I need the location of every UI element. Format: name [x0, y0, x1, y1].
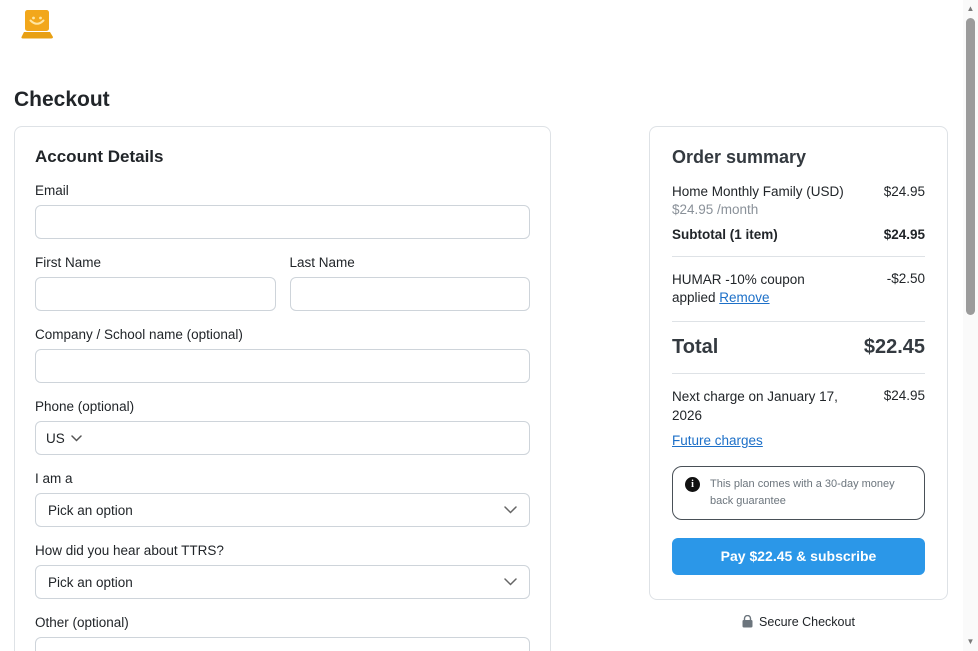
scrollbar[interactable]: ▲ ▼ [963, 0, 978, 651]
total-label: Total [672, 336, 719, 359]
scroll-up-arrow-icon[interactable]: ▲ [966, 4, 975, 13]
hear-about-field-group: How did you hear about TTRS? Pick an opt… [35, 543, 530, 599]
coupon-remove-link[interactable]: Remove [719, 290, 770, 306]
next-charge-row: Next charge on January 17, 2026 $24.95 [672, 388, 925, 424]
hear-about-select[interactable]: Pick an option [35, 565, 530, 599]
i-am-a-label: I am a [35, 471, 73, 486]
i-am-a-select[interactable]: Pick an option [35, 493, 530, 527]
page-title: Checkout [14, 88, 110, 111]
pay-subscribe-button[interactable]: Pay $22.45 & subscribe [672, 537, 925, 575]
last-name-input[interactable] [289, 277, 530, 311]
phone-input[interactable]: US [35, 421, 530, 455]
phone-country-code[interactable]: US [46, 430, 65, 446]
company-label: Company / School name (optional) [35, 327, 243, 342]
total-row: Total $22.45 [672, 336, 925, 359]
total-value: $22.45 [863, 336, 925, 359]
plan-name: Home Monthly Family (USD) [672, 184, 844, 199]
info-icon: i [685, 476, 700, 492]
company-field-group: Company / School name (optional) [35, 327, 530, 383]
divider [672, 373, 925, 375]
secure-checkout: Secure Checkout [649, 615, 948, 629]
coupon-value: -$2.50 [886, 271, 925, 286]
order-summary-column: Order summary Home Monthly Family (USD) … [649, 126, 948, 629]
coupon-text: HUMAR -10% coupon applied Remove [672, 272, 805, 306]
phone-label: Phone (optional) [35, 399, 135, 414]
lock-icon [742, 615, 753, 628]
subtotal-label: Subtotal (1 item) [672, 227, 778, 242]
account-details-heading: Account Details [35, 147, 164, 166]
last-name-label: Last Name [289, 255, 355, 270]
other-field-group: Other (optional) [35, 615, 530, 651]
next-charge-text: Next charge on January 17, 2026 [672, 389, 838, 423]
plan-period-row: $24.95 /month [672, 202, 925, 217]
company-input[interactable] [35, 349, 530, 383]
laptop-smiley-icon [21, 10, 53, 39]
chevron-down-icon [504, 506, 517, 514]
other-input[interactable] [35, 637, 530, 651]
chevron-down-icon [504, 578, 517, 586]
plan-period: $24.95 /month [672, 202, 759, 217]
account-details-card: Account Details Email First Name Last Na… [14, 126, 551, 651]
email-label: Email [35, 183, 69, 198]
secure-checkout-label: Secure Checkout [759, 614, 855, 629]
i-am-a-selected-value: Pick an option [48, 502, 133, 518]
future-charges-link[interactable]: Future charges [672, 432, 763, 448]
order-summary-heading: Order summary [672, 147, 807, 167]
hear-about-label: How did you hear about TTRS? [35, 543, 224, 558]
plan-row: Home Monthly Family (USD) $24.95 [672, 184, 925, 199]
phone-field-group: Phone (optional) US [35, 399, 530, 455]
guarantee-info-box: i This plan comes with a 30-day money ba… [672, 465, 925, 520]
scrollbar-thumb[interactable] [966, 18, 975, 315]
divider [672, 321, 925, 323]
subtotal-row: Subtotal (1 item) $24.95 [672, 227, 925, 242]
order-summary-card: Order summary Home Monthly Family (USD) … [649, 126, 948, 600]
email-field-group: Email [35, 183, 530, 239]
email-input[interactable] [35, 205, 530, 239]
divider [672, 256, 925, 257]
plan-price: $24.95 [883, 184, 925, 199]
coupon-row: HUMAR -10% coupon applied Remove -$2.50 [672, 271, 925, 307]
i-am-a-field-group: I am a Pick an option [35, 471, 530, 527]
first-name-label: First Name [35, 255, 102, 270]
ttrs-logo[interactable] [20, 9, 54, 41]
guarantee-note: This plan comes with a 30-day money back… [710, 477, 895, 507]
hear-about-selected-value: Pick an option [48, 574, 133, 590]
chevron-down-icon [71, 434, 82, 442]
subtotal-value: $24.95 [883, 227, 925, 242]
scroll-down-arrow-icon[interactable]: ▼ [966, 637, 975, 646]
other-label: Other (optional) [35, 615, 129, 630]
next-charge-value: $24.95 [883, 388, 925, 404]
first-name-input[interactable] [35, 277, 276, 311]
name-row: First Name Last Name [35, 255, 530, 311]
